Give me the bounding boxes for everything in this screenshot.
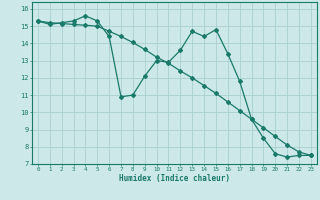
X-axis label: Humidex (Indice chaleur): Humidex (Indice chaleur)	[119, 174, 230, 183]
